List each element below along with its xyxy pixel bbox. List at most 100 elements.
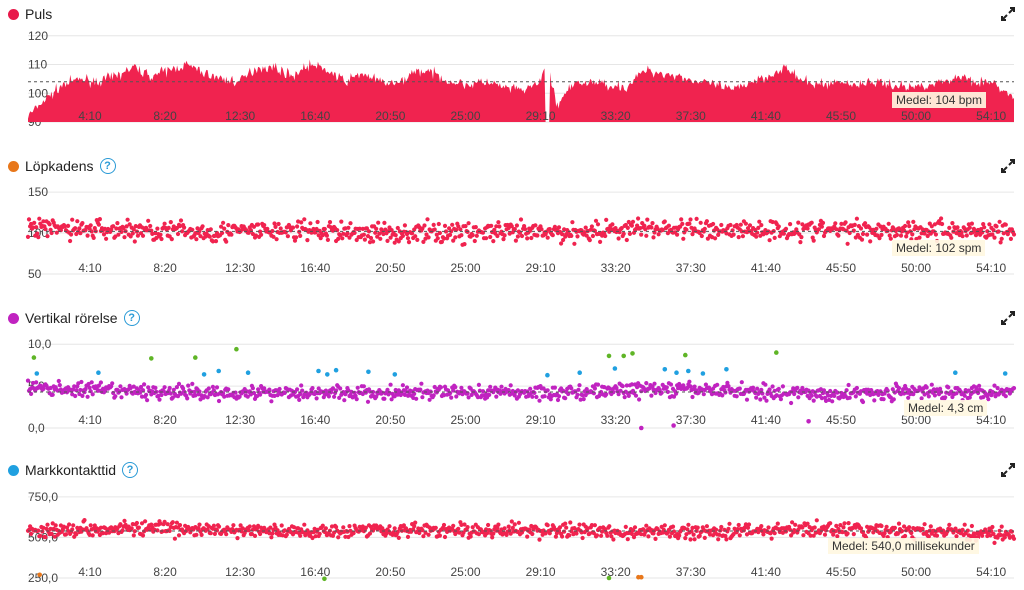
- data-point: [931, 229, 937, 234]
- data-point: [357, 226, 362, 231]
- data-point: [967, 395, 972, 400]
- data-point: [57, 383, 62, 388]
- data-point: [197, 228, 202, 234]
- data-point: [326, 394, 331, 399]
- data-point: [992, 235, 997, 240]
- data-point: [863, 221, 868, 226]
- data-point: [425, 217, 430, 222]
- cadence-help-icon[interactable]: ?: [99, 158, 116, 174]
- data-point: [74, 388, 79, 393]
- data-point: [789, 400, 794, 406]
- x-tick-label: 25:00: [450, 413, 480, 427]
- data-point: [879, 232, 884, 237]
- ground-contact-time-help-icon[interactable]: ?: [122, 462, 139, 478]
- data-point: [720, 393, 725, 398]
- data-point: [563, 396, 568, 401]
- data-point: [374, 226, 379, 231]
- data-point: [420, 528, 425, 533]
- data-point: [175, 394, 181, 399]
- data-point: [437, 533, 442, 538]
- data-point: [820, 220, 826, 225]
- data-point: [294, 235, 299, 240]
- data-point: [96, 370, 101, 375]
- data-point: [556, 225, 562, 230]
- data-point: [197, 522, 202, 527]
- data-point: [830, 399, 835, 404]
- data-point: [592, 523, 598, 528]
- expand-icon[interactable]: [1000, 6, 1016, 22]
- data-point: [472, 238, 477, 244]
- data-point: [435, 236, 440, 241]
- data-point: [167, 385, 172, 391]
- data-point: [687, 379, 692, 384]
- data-point: [949, 235, 954, 240]
- data-point: [616, 236, 621, 241]
- data-point: [104, 236, 109, 241]
- data-point: [545, 523, 550, 528]
- data-point: [853, 394, 858, 399]
- data-point: [36, 528, 41, 533]
- data-point: [313, 534, 318, 539]
- x-tick-label: 50:00: [901, 413, 931, 427]
- data-point: [600, 529, 605, 534]
- data-point: [850, 525, 855, 531]
- expand-icon[interactable]: [1000, 158, 1016, 174]
- data-point: [938, 386, 943, 391]
- data-point: [629, 531, 635, 536]
- data-point: [388, 382, 393, 387]
- data-point: [907, 224, 912, 229]
- data-point: [998, 240, 1003, 245]
- data-point: [651, 387, 656, 392]
- expand-icon[interactable]: [1000, 310, 1016, 326]
- data-point: [683, 352, 688, 358]
- data-point: [119, 229, 124, 234]
- data-point: [545, 235, 550, 240]
- data-point: [979, 227, 984, 232]
- data-point: [86, 381, 91, 387]
- data-point: [592, 228, 598, 233]
- data-point: [965, 528, 970, 533]
- data-point: [525, 534, 530, 539]
- data-point: [713, 236, 718, 241]
- data-point: [888, 395, 893, 400]
- data-point: [577, 383, 582, 388]
- data-point: [139, 394, 145, 399]
- data-point: [659, 524, 664, 529]
- data-point: [470, 233, 475, 238]
- data-point: [529, 235, 534, 241]
- data-point: [422, 223, 427, 228]
- data-point: [252, 533, 258, 538]
- vertical-oscillation-help-icon[interactable]: ?: [123, 310, 140, 326]
- data-point: [800, 525, 805, 530]
- data-point: [25, 378, 31, 383]
- x-tick-label: 33:20: [601, 261, 631, 275]
- data-point: [680, 221, 685, 226]
- expand-icon[interactable]: [1000, 462, 1016, 478]
- data-point: [547, 227, 552, 232]
- data-point: [155, 528, 160, 533]
- data-point: [426, 532, 431, 537]
- data-point: [499, 384, 504, 389]
- data-point: [895, 531, 901, 536]
- data-point: [364, 226, 369, 231]
- data-point: [427, 397, 432, 402]
- data-point: [354, 397, 359, 402]
- data-point: [83, 387, 88, 392]
- data-point: [759, 387, 764, 392]
- data-point: [336, 535, 341, 540]
- data-point: [229, 232, 234, 237]
- data-point: [157, 397, 162, 402]
- data-point: [382, 396, 387, 401]
- data-point: [332, 530, 337, 535]
- data-point: [66, 223, 71, 228]
- x-tick-label: 54:10: [976, 413, 1006, 427]
- data-point: [1008, 236, 1014, 241]
- data-point: [256, 222, 261, 227]
- data-point: [375, 234, 380, 239]
- data-point: [330, 386, 336, 391]
- data-point: [508, 531, 513, 536]
- data-point: [726, 384, 731, 389]
- data-point: [82, 518, 87, 523]
- data-point: [642, 223, 647, 228]
- data-point: [624, 237, 629, 243]
